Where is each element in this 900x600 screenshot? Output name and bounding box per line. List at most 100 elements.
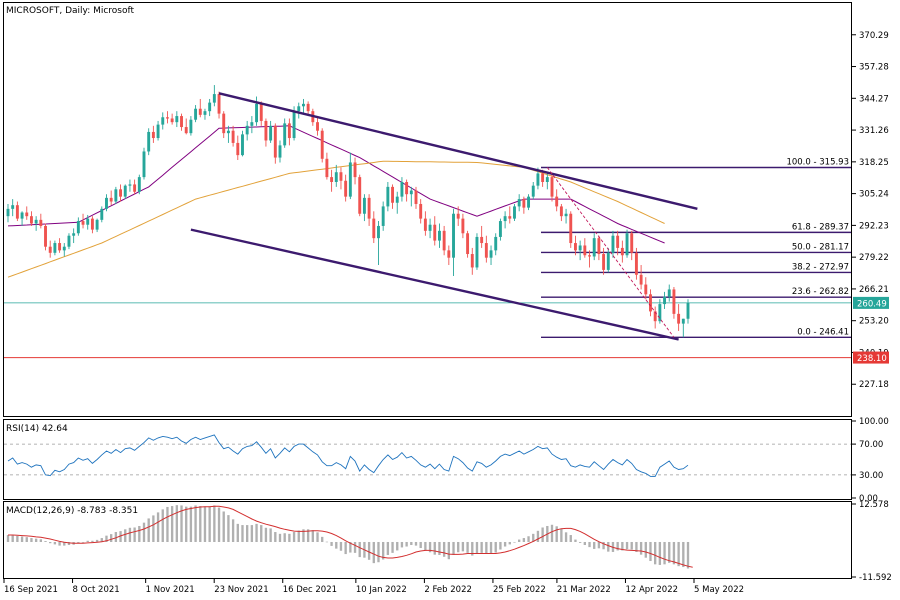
candle-body [273, 125, 277, 158]
macd-histogram-bar [236, 523, 239, 542]
candle-body [466, 233, 470, 255]
macd-histogram-bar [377, 541, 380, 563]
macd-histogram-bar [686, 541, 690, 569]
candle-body [161, 117, 165, 125]
candle-body [423, 218, 427, 231]
macd-histogram-bar [583, 541, 586, 546]
candle-body [278, 145, 282, 158]
macd-histogram-bar [222, 511, 225, 542]
candle-body [325, 158, 329, 178]
candle-body [442, 230, 446, 251]
candle-body [470, 254, 474, 268]
macd-histogram-bar [602, 541, 605, 550]
candle-body [405, 181, 409, 195]
date-axis-label: 10 Jan 2022 [356, 585, 407, 595]
macd-histogram-bar [231, 519, 235, 542]
macd-histogram-bar [597, 541, 601, 549]
macd-histogram-bar [419, 541, 422, 549]
candle-body [62, 246, 66, 251]
candle-body [353, 162, 357, 178]
candle-body [531, 185, 535, 197]
macd-histogram-bar [175, 505, 178, 542]
candle-body [437, 230, 441, 241]
rsi-title: RSI(14) 42.64 [6, 424, 68, 434]
candle-body [508, 216, 512, 219]
candle-body [616, 235, 620, 248]
candle-body [81, 221, 85, 225]
candle-body [259, 103, 263, 121]
macd-histogram-bar [283, 533, 286, 542]
macd-histogram-bar [306, 529, 310, 542]
candle-body [39, 219, 43, 226]
candle-body [555, 196, 559, 207]
axes: 370.29 357.28 344.27 331.26 318.25 305.24 292.… [3, 31, 892, 595]
macd-histogram-bar [124, 529, 127, 542]
date-axis-label: 1 Nov 2021 [146, 585, 195, 595]
macd-histogram-bar [321, 536, 324, 542]
macd-histogram-bar [39, 539, 42, 542]
macd-histogram-bar [410, 541, 413, 546]
macd-histogram-bar [353, 541, 357, 553]
macd-histogram-bar [325, 541, 329, 543]
candle-body [634, 252, 638, 275]
macd-histogram-bar [11, 535, 14, 542]
macd-histogram-bar [344, 541, 347, 555]
macd-histogram-bar [372, 541, 375, 564]
candle-body [428, 224, 432, 231]
macd-histogram-bar [452, 541, 455, 555]
candle-body [231, 130, 235, 143]
candle-body [53, 243, 57, 253]
candle-body [151, 131, 155, 139]
candle-body [306, 103, 310, 112]
candle-body [573, 243, 577, 251]
rsi-panel [4, 434, 851, 477]
macd-histogram-bar [77, 541, 80, 543]
macd-histogram-bar [349, 541, 352, 553]
macd-histogram-bar [311, 530, 314, 542]
macd-histogram-bar [185, 506, 188, 542]
macd-histogram-bar [428, 541, 432, 553]
candle-body [180, 116, 183, 128]
candle-body [644, 284, 648, 295]
macd-histogram-bar [644, 541, 647, 558]
candle-body [34, 219, 38, 224]
candle-body [686, 302, 690, 319]
candle-body [602, 254, 606, 270]
candle-body [503, 216, 507, 222]
rsi-line [7, 434, 689, 477]
macd-histogram-bar [241, 525, 244, 542]
candle-body [550, 177, 554, 197]
macd-histogram-bar [424, 541, 427, 551]
candle-body [316, 122, 319, 131]
current-price-label: 260.49 [857, 299, 887, 309]
candle-body [29, 216, 33, 224]
candle-body [489, 250, 493, 258]
candle-body [208, 102, 212, 112]
macd-histogram-bar [405, 541, 408, 547]
macd-histogram-bar [560, 529, 563, 542]
candle-body [362, 197, 366, 214]
macd-histogram-bar [532, 533, 535, 542]
macd-histogram-bar [658, 541, 662, 565]
macd-histogram-bar [541, 527, 544, 542]
macd-histogram-bar [471, 541, 474, 556]
candle-body [658, 304, 662, 322]
macd-title: MACD(12,26,9) -8.783 -8.351 [6, 506, 138, 516]
macd-histogram-bar [630, 541, 633, 550]
macd-histogram-bar [466, 541, 469, 553]
macd-histogram-bar [288, 533, 291, 542]
candle-body [119, 189, 123, 197]
macd-histogram-bar [649, 541, 652, 562]
macd-histogram-bar [654, 541, 657, 565]
macd-histogram-bar [499, 541, 502, 550]
candle-body [536, 173, 540, 186]
rsi-panel-frame [3, 419, 852, 500]
candle-body [67, 235, 71, 247]
date-axis-label: 12 Apr 2022 [625, 585, 678, 595]
macd-histogram-bar [91, 540, 94, 542]
macd-histogram-bar [574, 539, 577, 542]
candle-body [667, 289, 671, 297]
candle-body [597, 238, 601, 255]
candle-body [606, 252, 610, 270]
macd-axis-label: -11.592 [859, 573, 892, 583]
